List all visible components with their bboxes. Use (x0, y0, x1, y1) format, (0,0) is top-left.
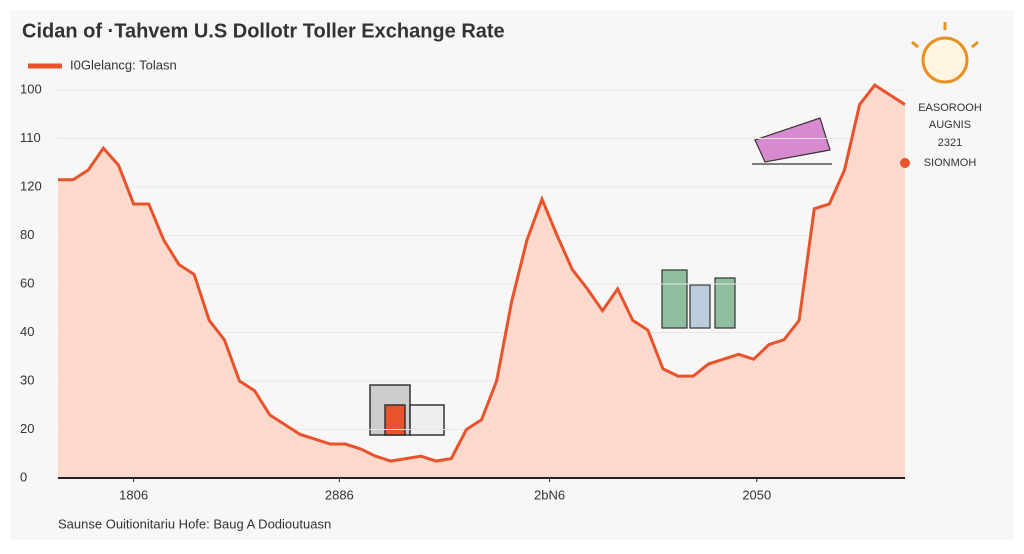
y-tick-label: 0 (20, 469, 27, 484)
y-tick-label: 20 (20, 421, 34, 436)
icon-train (752, 117, 832, 165)
y-tick-label: 110 (20, 130, 41, 145)
source: Saunse Ouitionitariu Hofe: Baug A Dodiou… (58, 516, 331, 531)
annotation: SIONMOH (924, 157, 977, 169)
legend-label: I0Glelancg: Tolasn (70, 57, 177, 72)
x-tick-label: 2bN6 (534, 487, 565, 502)
icon-building (369, 384, 445, 436)
annotation: EASOROOH (918, 102, 982, 114)
y-tick-label: 120 (20, 178, 42, 193)
annotation: 2321 (938, 137, 962, 149)
line (58, 83, 906, 463)
x-tick-label: 2050 (742, 487, 771, 502)
y-tick-label: 100 (20, 81, 42, 96)
end-marker (900, 158, 910, 168)
icon-city (661, 269, 736, 329)
y-tick-label: 40 (20, 324, 34, 339)
y-tick-label: 60 (20, 275, 34, 290)
icon-sun (911, 22, 979, 84)
x-tick-label: 1806 (119, 487, 148, 502)
annotation: AUGNIS (929, 119, 971, 131)
chart-title: Cidan of ·Tahvem U.S Dollotr Toller Exch… (22, 20, 505, 42)
x-tick-label: 2886 (325, 487, 354, 502)
y-tick-label: 30 (20, 372, 34, 387)
area-fill (58, 85, 905, 479)
y-tick-label: 80 (20, 227, 34, 242)
